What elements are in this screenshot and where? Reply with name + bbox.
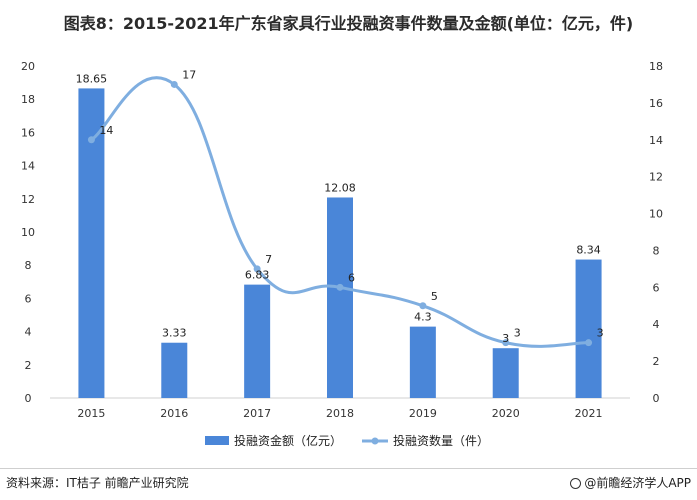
x-tick-label: 2020 <box>492 407 520 420</box>
y-right-tick-label: 6 <box>653 281 660 294</box>
y-right-tick-label: 14 <box>649 134 663 147</box>
line-point <box>87 136 95 144</box>
line-point <box>419 302 427 310</box>
x-tick-label: 2018 <box>326 407 354 420</box>
line-value-label: 3 <box>514 327 521 340</box>
y-right-tick-label: 4 <box>653 318 660 331</box>
source-note: 资料来源：IT桔子 前瞻产业研究院 <box>6 476 189 490</box>
credit-text: @前瞻经济学人APP <box>584 476 691 490</box>
legend-label-line: 投融资数量（件） <box>393 433 489 448</box>
footer-divider <box>0 468 697 469</box>
bar-value-label: 4.3 <box>414 311 432 324</box>
line-point <box>336 283 344 291</box>
bar-value-label: 6.83 <box>245 269 270 282</box>
line-value-label: 14 <box>99 124 113 137</box>
y-right-tick-label: 18 <box>649 60 663 73</box>
bar-value-label: 3 <box>502 332 509 345</box>
chart: 0 2 4 6 8 10 12 14 16 18 20 0 2 4 6 8 10 12 14 16 18 2015 2016… <box>21 60 663 448</box>
x-tick-label: 2019 <box>409 407 437 420</box>
y-right-tick-label: 0 <box>653 392 660 405</box>
brand-logo-icon <box>570 478 582 489</box>
legend-swatch-bar <box>205 436 229 445</box>
y-left-tick-label: 4 <box>25 326 32 339</box>
y-right-tick-label: 2 <box>653 355 660 368</box>
line-point <box>502 339 510 347</box>
bar <box>161 342 188 398</box>
line-value-label: 5 <box>431 290 438 303</box>
title-bar: 图表8：2015-2021年广东省家具行业投融资事件数量及金额(单位：亿元，件) <box>0 0 697 42</box>
x-tick-label: 2017 <box>243 407 271 420</box>
y-left-tick-label: 8 <box>25 259 32 272</box>
y-left-tick-label: 6 <box>25 292 32 305</box>
legend-swatch-marker <box>371 437 379 445</box>
line-value-label: 7 <box>265 253 272 266</box>
x-tick-label: 2015 <box>77 407 105 420</box>
line-point <box>170 80 178 88</box>
y-right-tick-label: 8 <box>653 244 660 257</box>
bar <box>409 326 436 398</box>
y-left-tick-label: 20 <box>21 60 35 73</box>
y-right-tick-label: 12 <box>649 171 663 184</box>
y-left-tick-label: 16 <box>21 126 35 139</box>
y-right-tick-label: 10 <box>649 208 663 221</box>
line-point <box>253 265 261 273</box>
y-left-tick-label: 12 <box>21 193 35 206</box>
bar <box>492 348 519 398</box>
line-value-label: 17 <box>182 68 196 81</box>
bar <box>575 259 602 398</box>
y-left-tick-label: 10 <box>21 226 35 239</box>
bar-value-label: 3.33 <box>162 327 187 340</box>
y-right-tick-label: 16 <box>649 97 663 110</box>
x-tick-label: 2016 <box>160 407 188 420</box>
y-left-tick-label: 2 <box>25 359 32 372</box>
y-left-tick-label: 18 <box>21 93 35 106</box>
y-left-tick-label: 14 <box>21 160 35 173</box>
x-tick-label: 2021 <box>575 407 603 420</box>
line-value-label: 6 <box>348 271 355 284</box>
y-left-tick-label: 0 <box>25 392 32 405</box>
bar <box>327 197 353 398</box>
credit: @前瞻经济学人APP <box>570 474 691 491</box>
bar-value-label: 12.08 <box>324 181 356 194</box>
bar-value-label: 8.34 <box>576 244 601 257</box>
bar <box>244 284 271 398</box>
legend-label-bar: 投融资金额（亿元） <box>234 433 342 448</box>
bar-value-label: 18.65 <box>76 72 108 85</box>
line-value-label: 3 <box>597 327 604 340</box>
line-point <box>585 339 593 347</box>
chart-title: 图表8：2015-2021年广东省家具行业投融资事件数量及金额(单位：亿元，件) <box>63 14 634 33</box>
